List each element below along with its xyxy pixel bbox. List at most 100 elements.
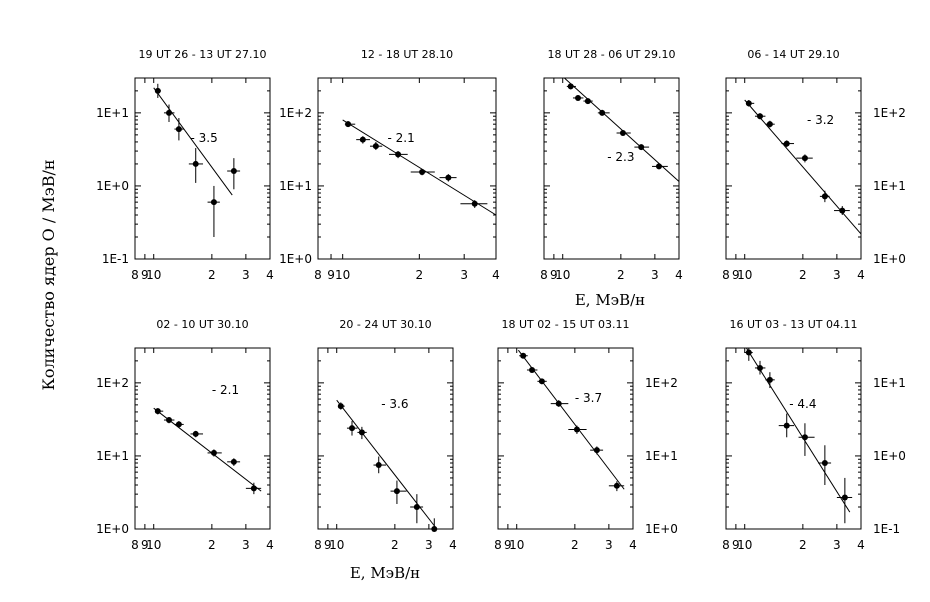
- x-tick-label: 10: [737, 538, 752, 552]
- panel-title: 20 - 24 UT 30.10: [339, 318, 431, 331]
- slope-label: - 3.6: [381, 397, 408, 411]
- x-tick-label: 9: [327, 268, 335, 282]
- x-tick-label: 8: [722, 268, 730, 282]
- panel-2: 12 - 18 UT 28.10 1E+2 1E+1 1E+08 9 10 2 3 4 - 2.1: [279, 48, 500, 282]
- x-tick-label: 4: [492, 268, 500, 282]
- panel-1: 19 UT 26 - 13 UT 27.10 1E+1 1E+0 1E-18 910 2 3…: [96, 48, 274, 282]
- x-tick-label: 2: [391, 538, 399, 552]
- data-point: [573, 426, 580, 433]
- x-tick-label: 4: [266, 538, 274, 552]
- panel-title: 18 UT 02 - 15 UT 03.11: [502, 318, 630, 331]
- data-point: [783, 422, 790, 429]
- y-tick-label: 1E+1: [96, 106, 129, 120]
- plot-frame: [317, 77, 497, 260]
- data-point: [638, 144, 645, 151]
- y-tick-label: 1E+0: [873, 252, 906, 266]
- data-point: [372, 143, 379, 150]
- panel-6: 20 - 24 UT 30.10 8 910 2 3 4 - 3.6: [314, 318, 457, 552]
- data-point: [821, 460, 828, 467]
- data-point: [175, 126, 182, 133]
- data-point: [471, 200, 478, 207]
- x-tick-label: 10: [509, 538, 524, 552]
- data-point: [841, 494, 848, 501]
- y-tick-label: 1E+1: [279, 179, 312, 193]
- x-tick-label: 4: [266, 268, 274, 282]
- data-point: [801, 155, 808, 162]
- data-point: [555, 400, 562, 407]
- x-tick-label: 9: [324, 538, 332, 552]
- data-point: [358, 429, 365, 436]
- x-tick-label: 2: [208, 538, 216, 552]
- x-tick-label: 3: [425, 538, 433, 552]
- fit-line: [153, 407, 262, 492]
- plot-frame: [134, 77, 271, 260]
- data-point: [567, 83, 574, 90]
- data-point: [250, 485, 257, 492]
- x-tick-label: 2: [208, 268, 216, 282]
- panel-8: 16 UT 03 - 13 UT 04.11 1E+1 1E+0 1E-1 8 910 2 3…: [722, 318, 906, 552]
- panel-5: 02 - 10 UT 30.10 1E+2 1E+1 1E+08 910 2 3 4 - 2.1: [96, 318, 274, 552]
- data-point: [619, 130, 626, 137]
- panel-title: 02 - 10 UT 30.10: [156, 318, 248, 331]
- x-axis-label-bottom: E, МэВ/н: [350, 564, 420, 582]
- plot-frame: [317, 347, 454, 530]
- x-tick-label: 10: [146, 538, 161, 552]
- x-tick-label: 2: [799, 538, 807, 552]
- data-point: [783, 140, 790, 147]
- x-tick-label: 2: [617, 268, 625, 282]
- slope-label: - 3.7: [575, 391, 602, 405]
- plot-frame: [725, 347, 862, 530]
- y-tick-label: 1E+0: [96, 179, 129, 193]
- panel-title: 06 - 14 UT 29.10: [747, 48, 839, 61]
- data-point: [757, 113, 764, 120]
- x-tick-label: 4: [857, 538, 865, 552]
- y-tick-label: 1E+1: [873, 179, 906, 193]
- data-point: [166, 109, 173, 116]
- x-tick-label: 3: [833, 268, 841, 282]
- x-tick-label: 8: [494, 538, 502, 552]
- data-point: [745, 349, 752, 356]
- panel-4: 06 - 14 UT 29.10 1E+2 1E+1 1E+0 8 910 2 3 4 - 3.2: [722, 48, 906, 282]
- data-point: [175, 421, 182, 428]
- fit-line: [153, 87, 233, 196]
- data-point: [757, 364, 764, 371]
- x-tick-label: 3: [242, 268, 250, 282]
- data-point: [337, 403, 344, 410]
- slope-label: - 2.1: [212, 383, 239, 397]
- x-tick-label: 10: [329, 538, 344, 552]
- data-point: [839, 207, 846, 214]
- data-point: [166, 417, 173, 424]
- data-point: [431, 526, 438, 532]
- plot-frame: [725, 77, 862, 260]
- x-tick-label: 9: [732, 538, 740, 552]
- plot-frame: [543, 77, 680, 260]
- x-tick-label: 2: [416, 268, 424, 282]
- panel-title: 18 UT 28 - 06 UT 29.10: [548, 48, 676, 61]
- data-point: [766, 121, 773, 128]
- x-tick-label: 8: [131, 538, 139, 552]
- y-tick-label: 1E-1: [102, 252, 129, 266]
- x-tick-label: 9: [550, 268, 558, 282]
- fit-line: [517, 349, 625, 490]
- data-point: [520, 352, 527, 359]
- data-point: [359, 136, 366, 143]
- x-tick-label: 3: [242, 538, 250, 552]
- x-tick-label: 9: [504, 538, 512, 552]
- x-tick-label: 4: [449, 538, 457, 552]
- data-point: [375, 462, 382, 469]
- x-tick-label: 3: [460, 268, 468, 282]
- y-tick-label: 1E+0: [96, 522, 129, 536]
- data-point: [575, 94, 582, 101]
- x-tick-label: 9: [141, 538, 149, 552]
- x-tick-label: 8: [314, 538, 322, 552]
- x-tick-label: 9: [141, 268, 149, 282]
- data-point: [529, 366, 536, 373]
- x-tick-label: 2: [799, 268, 807, 282]
- x-tick-label: 2: [571, 538, 579, 552]
- x-tick-label: 10: [335, 268, 350, 282]
- y-tick-label: 1E+2: [645, 376, 678, 390]
- x-tick-label: 9: [732, 268, 740, 282]
- data-point: [801, 434, 808, 441]
- data-point: [154, 87, 161, 94]
